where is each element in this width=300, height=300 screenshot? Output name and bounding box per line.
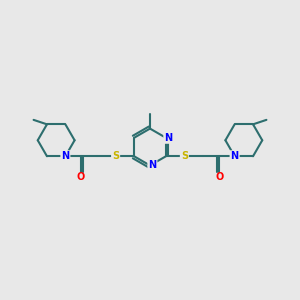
Text: N: N bbox=[164, 133, 172, 143]
Text: N: N bbox=[148, 160, 156, 170]
Text: S: S bbox=[181, 151, 188, 161]
Text: O: O bbox=[77, 172, 85, 182]
Text: O: O bbox=[215, 172, 223, 182]
Text: N: N bbox=[61, 151, 69, 161]
Text: S: S bbox=[112, 151, 119, 161]
Text: N: N bbox=[231, 151, 239, 161]
